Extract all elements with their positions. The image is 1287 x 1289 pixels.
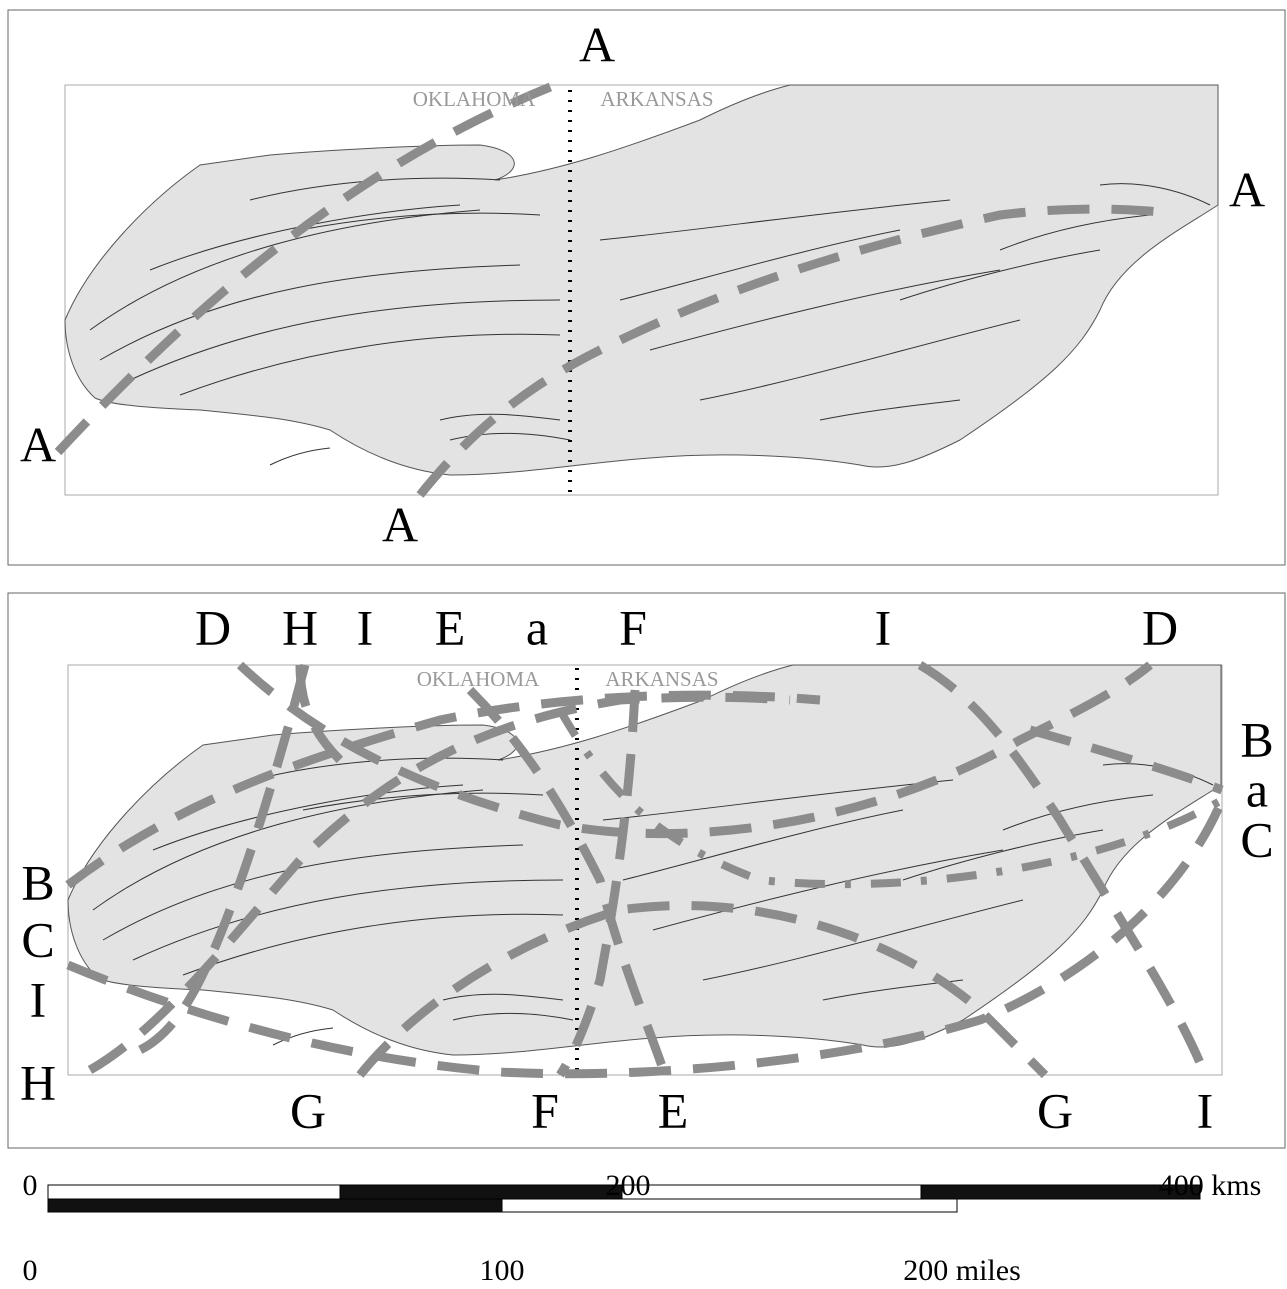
lineament-label: C — [1240, 811, 1273, 867]
lineament-label: A — [1229, 161, 1265, 217]
lineament-label: B — [21, 854, 54, 910]
state-label: ARKANSAS — [605, 667, 718, 691]
lineament-label: H — [282, 599, 318, 655]
lineament-label: E — [658, 1082, 689, 1138]
lineament-label: F — [531, 1082, 559, 1138]
scale-label: 200 — [606, 1169, 651, 1202]
lineament-label: I — [1197, 1082, 1214, 1138]
map-figure: OKLAHOMA ARKANSAS A A A A OKLAHOMA ARKAN… — [0, 0, 1287, 1289]
scale-label: 200 miles — [903, 1254, 1021, 1287]
lineament-label: B — [1240, 711, 1273, 767]
lineament-label: I — [875, 599, 892, 655]
lineament-label: I — [30, 971, 47, 1027]
lineament-label: A — [20, 416, 56, 472]
lineament-label: I — [357, 599, 374, 655]
lineament-label: C — [21, 911, 54, 967]
lineament-label: a — [526, 599, 548, 655]
lineament-label: F — [619, 599, 647, 655]
scale-label: 0 — [23, 1254, 38, 1287]
lineament-label: H — [20, 1054, 56, 1110]
state-label: OKLAHOMA — [417, 667, 540, 691]
lineament-label: E — [435, 599, 466, 655]
lineament-label: D — [195, 599, 231, 655]
scale-label: 100 — [480, 1254, 525, 1287]
lineament-label: D — [1142, 599, 1178, 655]
scale-label: 400 kms — [1159, 1169, 1262, 1202]
basin-map — [65, 85, 1218, 475]
top-labels: D H I E a F I D — [195, 599, 1178, 655]
lineament-label: a — [1246, 761, 1268, 817]
lineament-label: A — [382, 496, 418, 552]
lineament-label: A — [579, 16, 615, 72]
state-label: OKLAHOMA — [413, 87, 536, 111]
lineament-label: G — [1037, 1082, 1073, 1138]
lineament-label: G — [290, 1082, 326, 1138]
state-label: ARKANSAS — [600, 87, 713, 111]
scale-label: 0 — [23, 1169, 38, 1202]
